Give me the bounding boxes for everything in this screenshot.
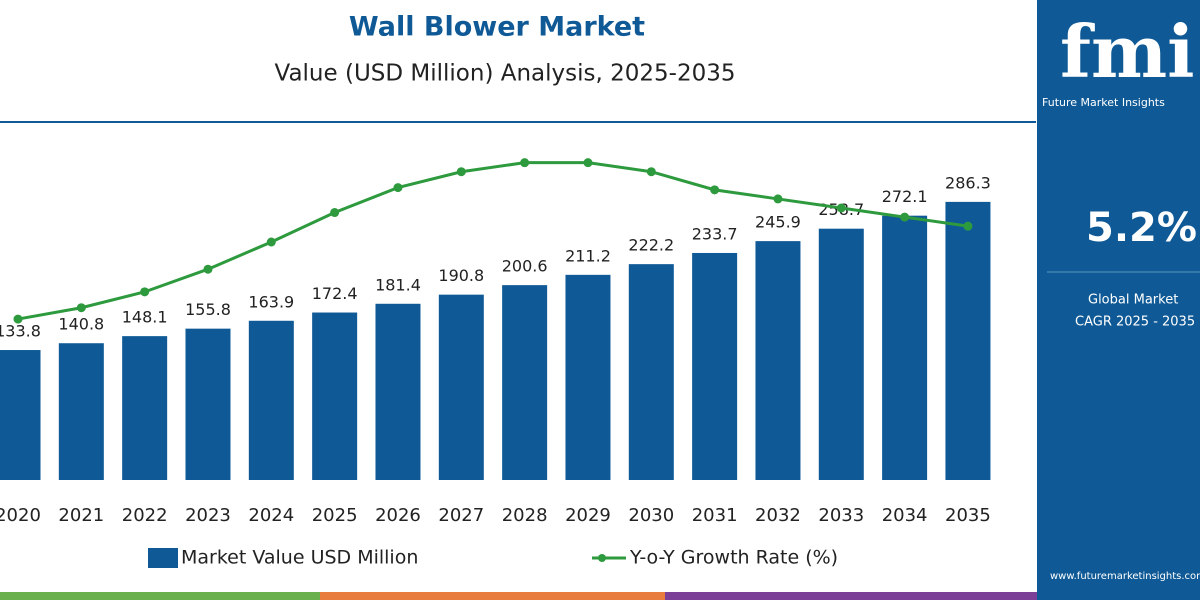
x-tick-label: 2032: [755, 505, 801, 526]
side-panel: [1037, 0, 1200, 600]
data-label: 133.8: [0, 322, 41, 341]
data-label: 272.1: [882, 187, 928, 206]
x-tick-label: 2034: [882, 505, 928, 526]
legend-swatch: [148, 548, 178, 568]
line-point: [456, 167, 466, 177]
logo: fmi: [1060, 9, 1195, 94]
x-tick-label: 2033: [818, 505, 864, 526]
footer-stripe: [0, 592, 320, 600]
line-point: [900, 212, 910, 222]
line-point: [140, 287, 150, 297]
data-label: 245.9: [755, 213, 801, 232]
x-tick-label: 2035: [945, 505, 991, 526]
line-point: [203, 264, 213, 274]
x-tick-label: 2024: [248, 505, 294, 526]
legend-swatch: [598, 554, 606, 562]
line-point: [836, 203, 846, 213]
x-tick-label: 2030: [628, 505, 674, 526]
footer-stripe: [665, 592, 1037, 600]
chart-subtitle: Value (USD Million) Analysis, 2025-2035: [275, 61, 736, 87]
data-label: 211.2: [565, 246, 611, 265]
x-tick-label: 2029: [565, 505, 611, 526]
data-label: 233.7: [692, 224, 738, 243]
x-tick-label: 2021: [58, 505, 104, 526]
x-tick-label: 2028: [502, 505, 548, 526]
bar: [122, 336, 168, 480]
data-label: 155.8: [185, 300, 231, 319]
bar: [882, 215, 928, 480]
line: [17, 161, 969, 321]
data-label: 163.9: [248, 292, 294, 311]
bar: [375, 303, 421, 480]
data-label: 172.4: [312, 284, 358, 303]
bar: [185, 328, 231, 480]
cagr-label: Global Market: [1088, 293, 1178, 308]
line-point: [710, 185, 720, 195]
x-tick-label: 2023: [185, 505, 231, 526]
x-tick-label: 2026: [375, 505, 421, 526]
data-label: 222.2: [628, 236, 674, 255]
bar: [312, 312, 358, 480]
legend-label: Y-o-Y Growth Rate (%): [629, 547, 838, 569]
line-point: [393, 183, 403, 193]
company-name: Future Market Insights: [1042, 96, 1165, 109]
line-point: [646, 167, 656, 177]
line-point: [963, 221, 973, 231]
x-tick-label: 2031: [692, 505, 738, 526]
bar: [0, 350, 41, 480]
x-tick-label: 2022: [122, 505, 168, 526]
website: www.futuremarketinsights.com: [1050, 571, 1200, 582]
data-label: 148.1: [122, 308, 168, 327]
cagr-value: 5.2%: [1086, 205, 1197, 251]
bar: [755, 241, 801, 480]
bar: [58, 343, 104, 480]
line-point: [583, 158, 593, 168]
bar: [438, 294, 484, 480]
line-point: [266, 237, 276, 247]
line-point: [13, 314, 23, 324]
bar: [945, 201, 991, 480]
x-tick-label: 2020: [0, 505, 41, 526]
bar: [692, 252, 738, 480]
data-label: 181.4: [375, 275, 421, 294]
line-point: [76, 303, 86, 313]
data-label: 200.6: [502, 257, 548, 276]
bar: [248, 320, 294, 480]
cagr-label: CAGR 2025 - 2035: [1075, 315, 1195, 330]
line-point: [330, 208, 340, 218]
legend-label: Market Value USD Million: [181, 547, 418, 569]
chart-title: Wall Blower Market: [349, 12, 645, 43]
x-tick-label: 2025: [312, 505, 358, 526]
bar: [818, 228, 864, 480]
footer-stripe: [320, 592, 665, 600]
data-label: 140.8: [58, 315, 104, 334]
bar: [565, 274, 611, 480]
bar: [502, 285, 548, 480]
line-point: [773, 194, 783, 204]
bar: [628, 264, 674, 480]
data-label: 286.3: [945, 173, 991, 192]
x-tick-label: 2027: [438, 505, 484, 526]
line-point: [520, 158, 530, 168]
data-label: 190.8: [438, 266, 484, 285]
